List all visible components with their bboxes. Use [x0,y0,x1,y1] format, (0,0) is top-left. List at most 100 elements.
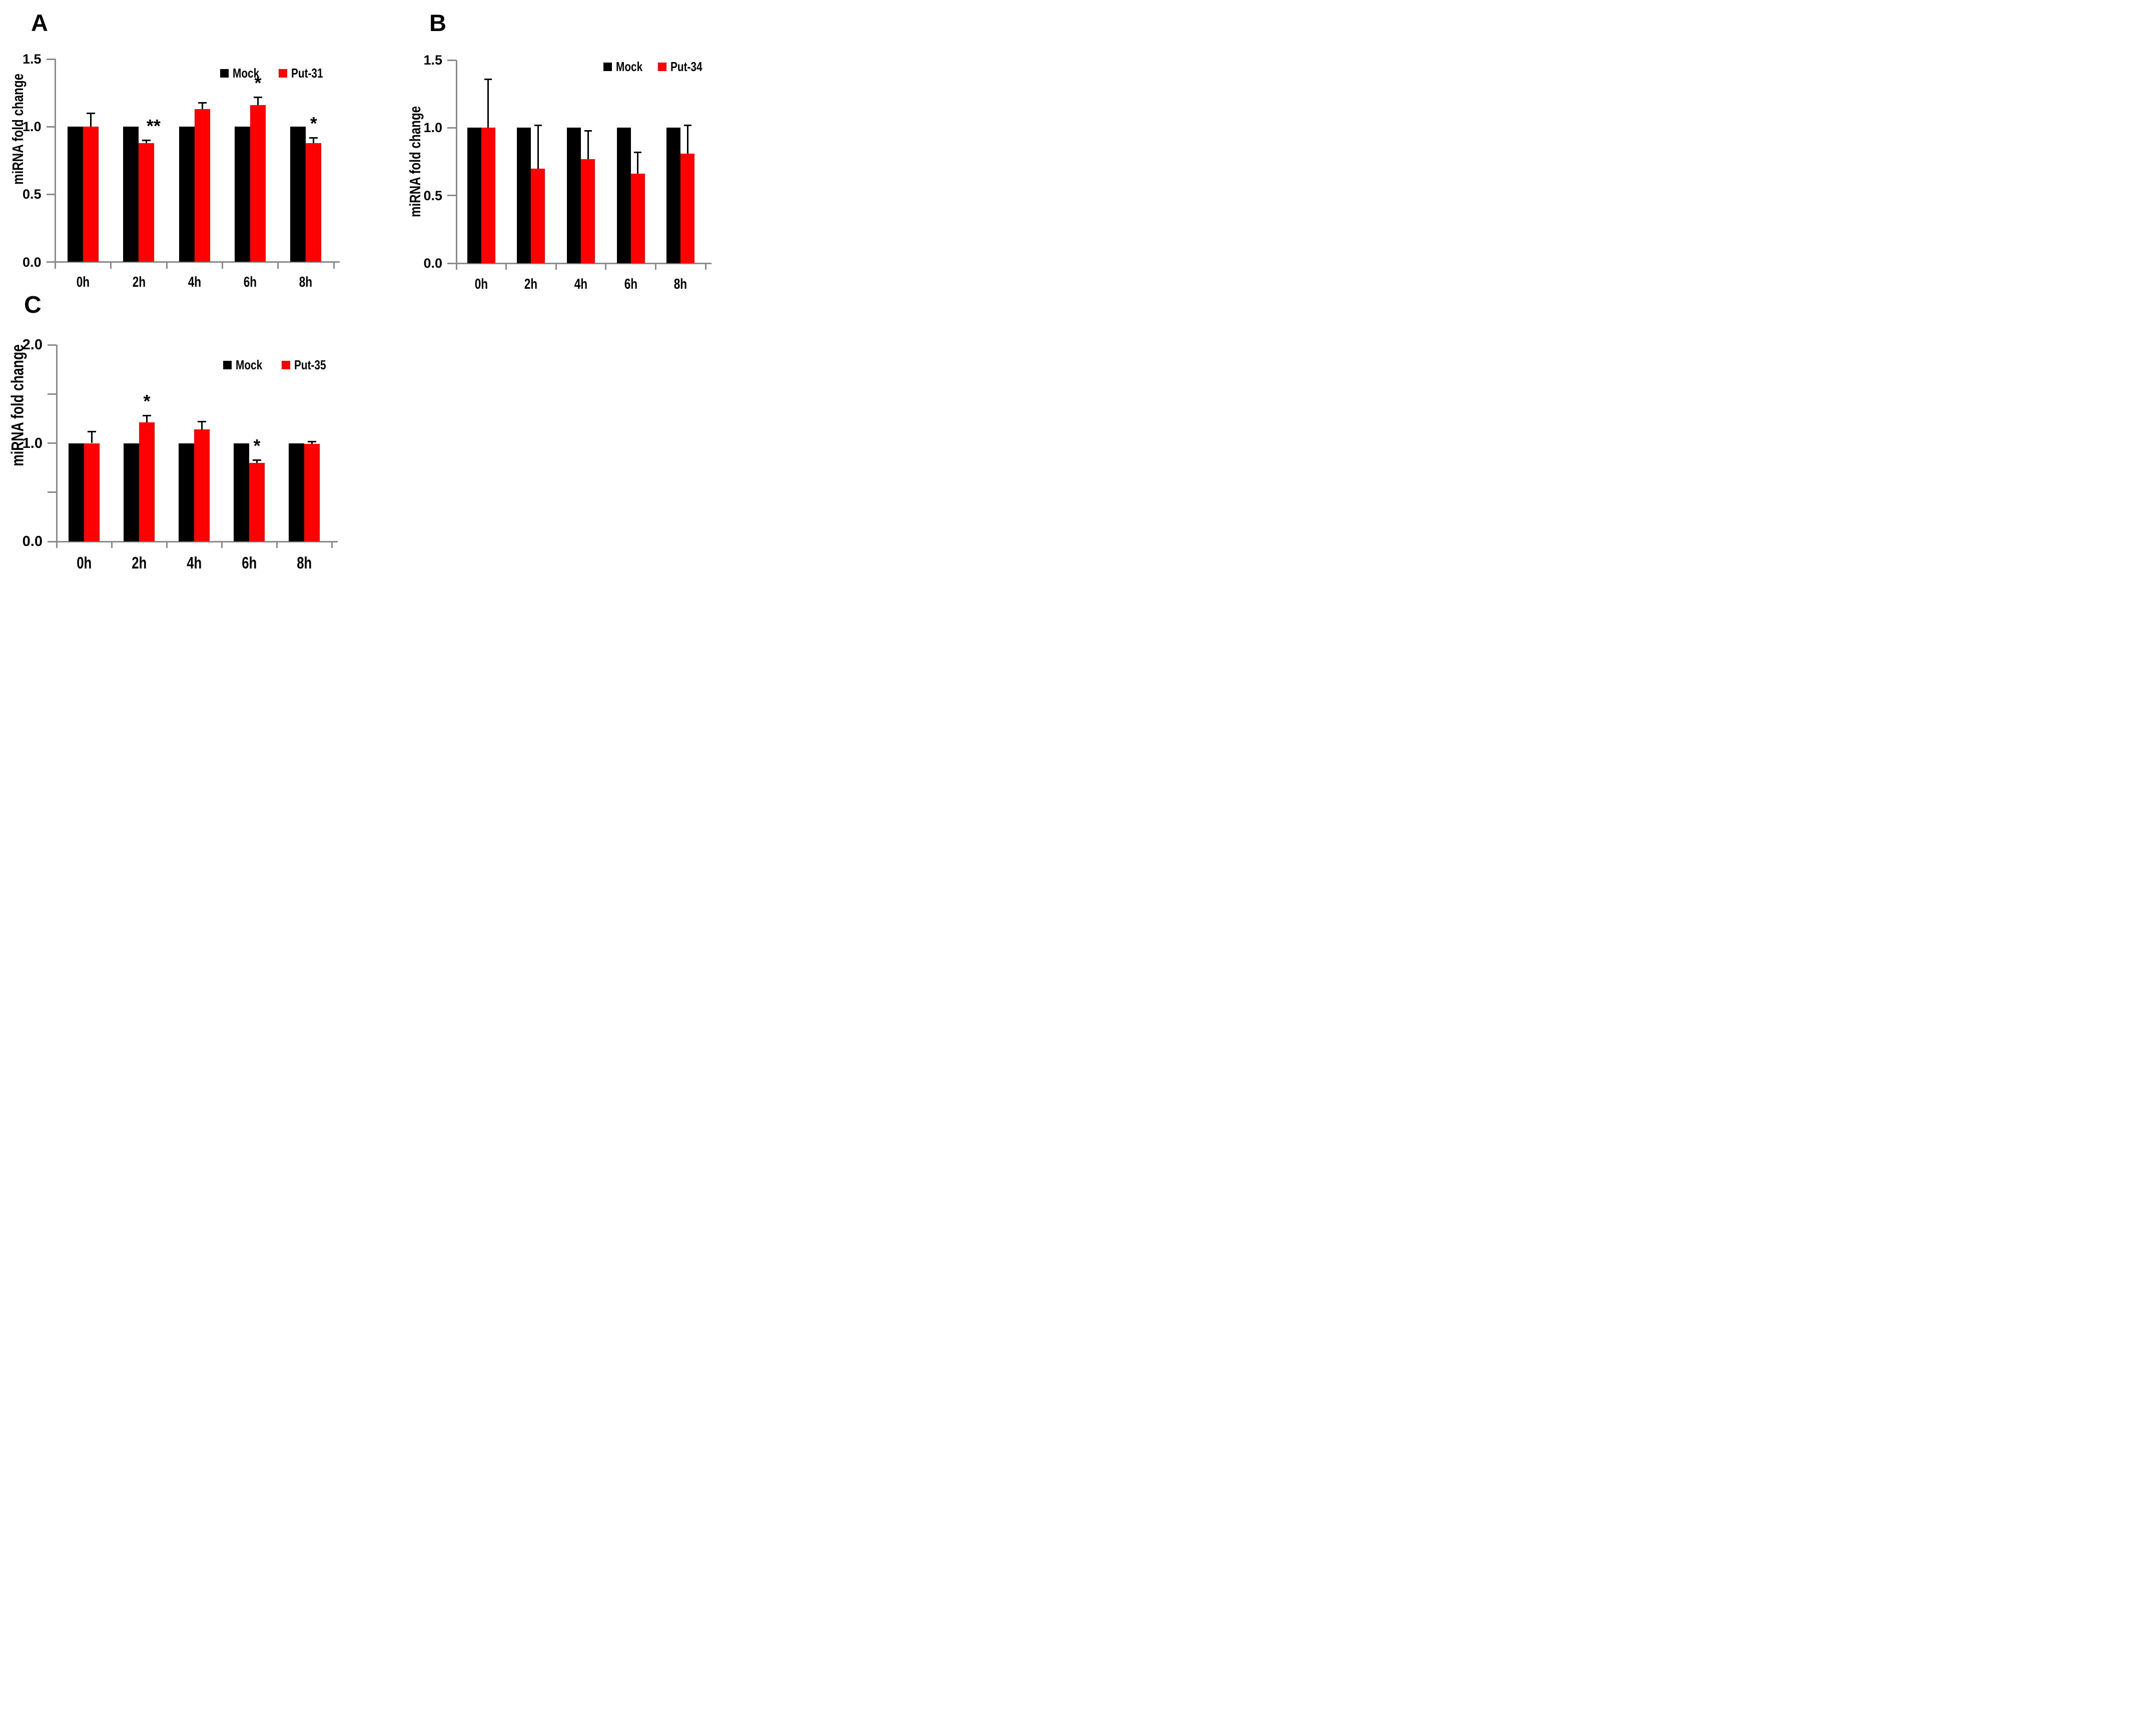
error-bar-cap [308,440,316,442]
error-bar-cap [198,421,206,423]
error-bar-line [537,125,539,169]
x-tick [331,541,333,548]
x-tick-label: 8h [274,553,334,572]
bar-mock-4h [567,128,581,263]
error-bar-cap [88,430,96,432]
x-tick [166,262,168,269]
bar-mock-6h [234,443,249,541]
error-bar-cap [254,96,263,98]
bar-put-34-0h [481,128,495,263]
bar-put-35-0h [84,443,100,541]
y-tick [46,261,56,263]
legend-swatch-put-34 [658,63,667,71]
bar-mock-2h [123,127,139,262]
y-tick [46,126,56,128]
x-tick-label: 2h [501,276,561,293]
legend-label-mock: Mock [616,59,643,74]
bar-mock-6h [616,128,631,263]
bar-put-34-6h [630,174,645,263]
x-tick-label-text: 8h [299,274,313,290]
bar-put-31-8h [306,143,322,262]
bar-mock-8h [290,127,306,262]
plot-area-a: 0.0 0.5 1.0 1.5 0h 2h ** 4h 6h * 8h * [0,0,713,579]
x-axis-line [55,261,340,263]
bar-put-35-4h [194,429,210,541]
x-tick [55,262,56,269]
plot-area-c: 0.0 1.0 2.0 0h 2h * 4h 6h * 8h [0,0,713,579]
error-bar-line [313,137,315,143]
bar-put-35-2h [139,422,155,541]
y-axis-line [55,59,56,263]
significance-marker: ** [146,116,161,137]
bar-mock-8h [666,128,681,263]
y-tick-label: 1.5 [423,53,442,68]
x-tick-label: 2h [109,274,169,291]
x-tick-label: 2h [109,553,169,572]
figure-canvas: A miRNA fold change Mock Put-31 0.0 0.5 1.… [0,0,713,579]
legend-item-put-35: Put-35 [282,357,334,373]
bar-mock-0h [467,128,481,263]
significance-marker: * [253,435,261,456]
legend-label-put-35: Put-35 [294,357,327,372]
error-bar-line [686,125,688,154]
x-tick [333,262,335,269]
y-tick [447,195,456,197]
x-tick-label-text: 6h [243,274,257,290]
x-tick [276,541,278,548]
x-tick-label-text: 2h [524,276,538,292]
x-tick-label: 6h [601,276,661,293]
x-tick [455,263,457,270]
y-tick-label: 1.0 [22,119,42,135]
y-tick-label: 1.0 [22,435,43,451]
x-tick-label: 0h [54,553,114,572]
error-bar-cap [142,140,151,142]
y-tick-label: 1.5 [22,52,42,67]
y-axis-line [455,60,457,264]
y-tick [48,344,57,346]
legend-item-put-34: Put-34 [658,59,710,75]
y-tick [48,442,57,444]
bar-mock-4h [179,127,195,262]
error-bar-line [201,102,203,110]
legend: Mock Put-35 [223,357,334,373]
bar-mock-0h [69,443,84,541]
significance-marker: * [310,113,317,134]
x-tick-label: 6h [219,553,279,572]
error-bar-line [146,140,148,143]
x-tick-label: 0h [451,276,511,293]
legend-item-mock: Mock [223,357,269,373]
panel-c-label: C [24,292,42,318]
legend-label-mock: Mock [233,66,260,81]
error-bar-cap [198,102,207,104]
x-tick-label-text: 4h [188,274,201,290]
x-tick-label-text: 2h [131,553,147,572]
y-tick-label: 0.0 [423,256,442,271]
x-tick [555,263,557,270]
x-tick-label: 4h [551,276,611,293]
y-tick [46,58,56,60]
error-bar-line [91,431,93,443]
error-bar-cap [309,137,318,139]
error-bar-cap [87,113,96,115]
legend-swatch-put-35 [282,361,291,369]
x-tick [111,541,113,548]
bar-put-31-2h [139,143,155,262]
y-tick-label: 0.0 [22,254,42,270]
error-bar-cap [584,130,592,132]
x-tick [110,262,112,269]
bar-mock-2h [124,443,139,541]
panel-b-label: B [429,10,446,36]
error-bar-cap [143,415,151,417]
legend: Mock Put-34 [603,59,710,75]
panel-a-label: A [31,10,48,36]
y-tick-label: 0.5 [423,188,442,203]
y-tick-label: 0.0 [22,533,43,549]
error-bar-line [487,79,489,128]
y-tick [48,393,57,395]
x-tick [505,263,507,270]
bar-put-35-6h [249,462,265,541]
y-tick-label: 2.0 [22,337,43,353]
x-tick [605,263,607,270]
error-bar-cap [534,124,542,126]
bar-put-31-0h [83,127,99,262]
